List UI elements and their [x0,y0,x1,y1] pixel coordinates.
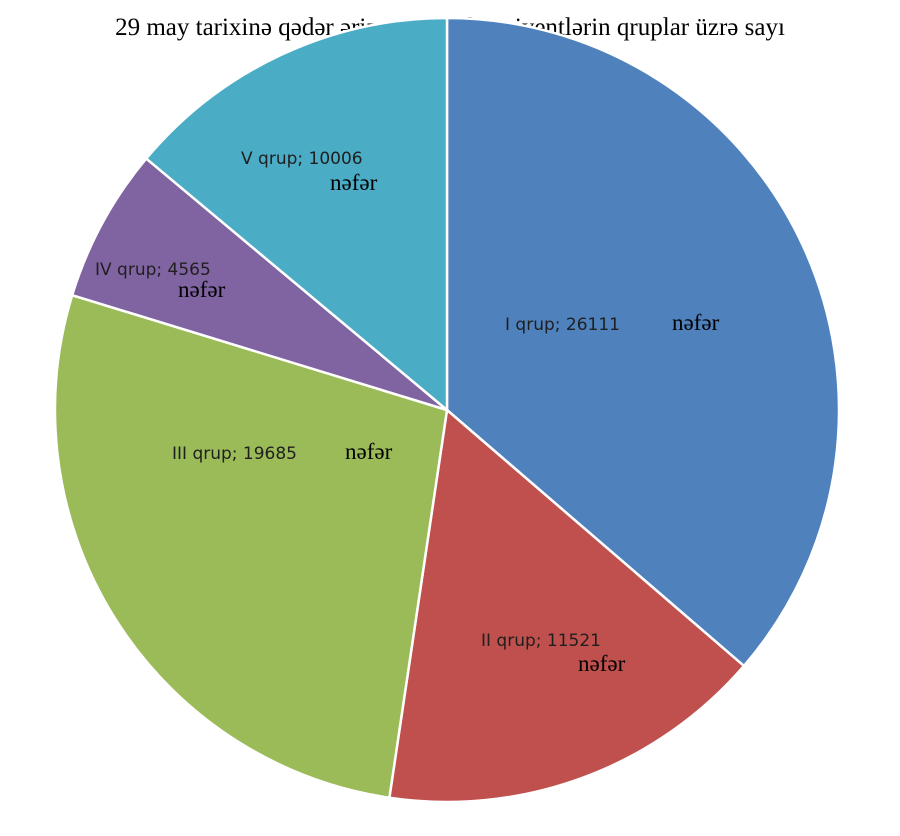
slice-label-5: V qrup; 10006 [241,149,363,169]
slice-label-4: IV qrup; 4565 [95,260,211,280]
slice-unit-3: nəfər [345,439,393,464]
slice-unit-1: nəfər [672,310,720,335]
slice-unit-5: nəfər [330,170,378,195]
pie-slices [53,16,841,804]
pie-slice-4 [70,157,449,412]
slice-unit-2: nəfər [578,651,626,676]
pie-slice-5 [144,16,449,412]
pie-slice-2 [388,408,746,804]
slice-unit-4: nəfər [178,277,226,302]
slice-label-1: I qrup; 26111 [505,315,620,335]
pie-slice-3 [53,293,449,799]
slice-label-2: II qrup; 11521 [481,631,601,651]
slice-label-3: III qrup; 19685 [172,444,297,464]
pie-slice-1 [445,16,841,668]
